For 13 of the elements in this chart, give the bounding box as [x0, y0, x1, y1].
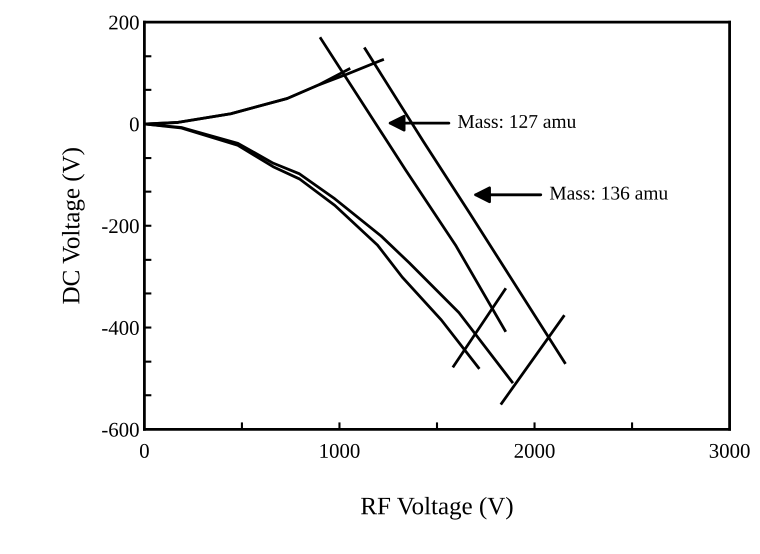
y-tick-label: 0	[130, 117, 139, 132]
x-tick-label: 1000	[320, 444, 360, 458]
annotation: Mass: 127 amu	[458, 114, 576, 128]
y-tick-label: -200	[102, 219, 139, 234]
y-tick-label: -400	[102, 320, 139, 335]
x-axis-title: RF Voltage (V)	[361, 496, 513, 520]
annotation: Mass: 136 amu	[550, 186, 668, 200]
y-tick-label: -600	[102, 422, 139, 437]
y-tick-label: 200	[109, 16, 139, 30]
y-axis-title: DC Voltage (V)	[62, 148, 85, 304]
x-tick-label: 2000	[514, 444, 555, 458]
x-tick-label: 3000	[710, 444, 750, 458]
x-tick-label: 0	[140, 444, 149, 458]
